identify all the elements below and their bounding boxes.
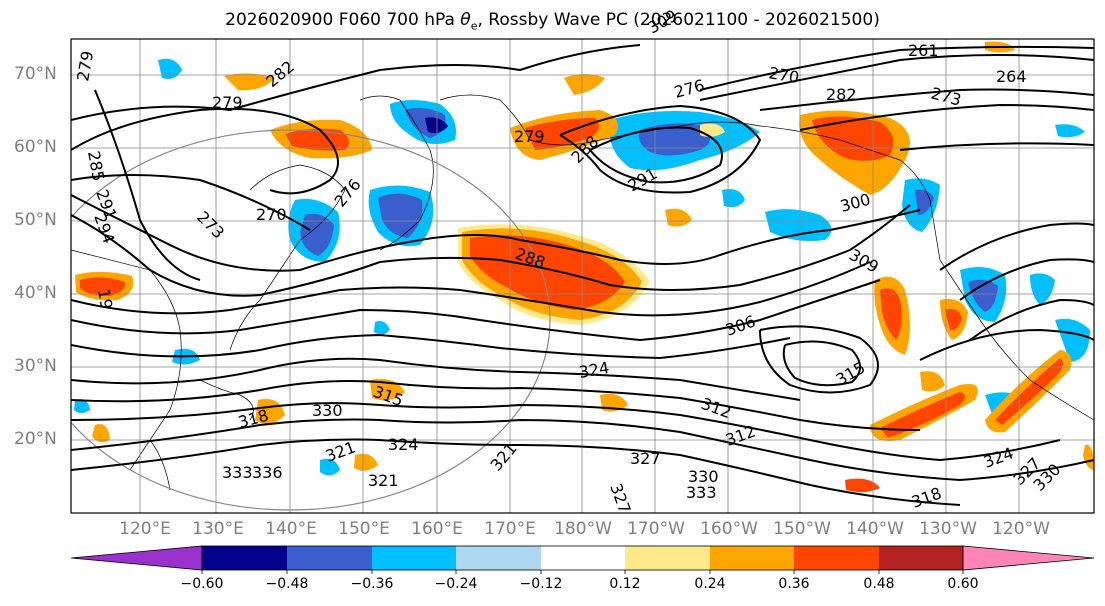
colorbar-segment: [202, 546, 287, 570]
lon-label: 180°W: [554, 519, 612, 539]
colorbar-segment: [879, 546, 963, 570]
contour-label: 330: [688, 467, 719, 486]
colorbar-tick-label: −0.24: [434, 576, 478, 592]
colorbar-tick-label: −0.12: [519, 576, 563, 592]
lon-label: 120°W: [992, 519, 1050, 539]
contour-label: 309: [645, 6, 681, 38]
colorbar-tick-label: 0.24: [694, 576, 726, 592]
reference-circle: [71, 129, 551, 511]
colorbar-segment: [710, 546, 794, 570]
contour-label: 321: [368, 471, 399, 490]
lon-label: 170°W: [627, 519, 685, 539]
colorbar-segment: [625, 546, 710, 570]
graticule: [71, 39, 1094, 513]
contour-label: 333: [686, 483, 717, 502]
colorbar-segment: [794, 546, 879, 570]
colorbar-segment: [287, 546, 372, 570]
lon-label: 160°W: [700, 519, 758, 539]
colorbar-high-extension: [962, 545, 1095, 571]
coastlines: [71, 94, 1094, 491]
colorbar-tick-label: 0.36: [778, 576, 810, 592]
lon-label: 120°E: [119, 519, 171, 539]
contour-label: 279: [212, 93, 243, 112]
colorbar-tick-label: −0.48: [265, 576, 309, 592]
contour-label: 333: [222, 463, 253, 482]
colorbar: [70, 545, 1095, 574]
theta-e-contours: [71, 44, 1094, 506]
colorbar-segment: [456, 546, 541, 570]
contour-label: 324: [388, 435, 419, 454]
contour-label: 336: [252, 463, 283, 482]
lat-label: 50°N: [14, 210, 57, 230]
colorbar-tick-label: 0.12: [609, 576, 641, 592]
lon-label: 150°W: [773, 519, 831, 539]
colorbar-tick-label: 0.60: [947, 576, 979, 592]
map-title: 2026020900 F060 700 hPa θe, Rossby Wave …: [225, 10, 880, 33]
lon-label: 150°E: [338, 519, 390, 539]
contour-label: 330: [312, 401, 343, 420]
contour-label: 19: [94, 287, 116, 310]
colorbar-segment: [541, 546, 625, 570]
colorbar-tick-label: −0.36: [350, 576, 394, 592]
lon-label: 140°E: [265, 519, 317, 539]
lon-label: 160°E: [411, 519, 463, 539]
lon-label: 130°W: [919, 519, 977, 539]
contour-label: 270: [256, 205, 287, 224]
contour-label: 261: [908, 41, 939, 60]
lat-label: 30°N: [14, 356, 57, 376]
colorbar-tick-label: −0.60: [180, 576, 224, 592]
contour-label: 282: [826, 85, 857, 104]
contour-label: 264: [996, 67, 1027, 86]
lon-label: 170°E: [484, 519, 536, 539]
lat-label: 70°N: [14, 64, 57, 84]
lon-label: 140°W: [846, 519, 904, 539]
lat-label: 60°N: [14, 137, 57, 157]
colorbar-low-extension: [70, 545, 203, 571]
lat-label: 20°N: [14, 429, 57, 449]
contour-label: 327: [630, 449, 661, 468]
map-frame: [70, 38, 1095, 514]
lon-label: 130°E: [192, 519, 244, 539]
colorbar-tick-label: 0.48: [863, 576, 895, 592]
colorbar-segment: [372, 546, 456, 570]
contour-label: 279: [514, 127, 545, 146]
lat-label: 40°N: [14, 283, 57, 303]
